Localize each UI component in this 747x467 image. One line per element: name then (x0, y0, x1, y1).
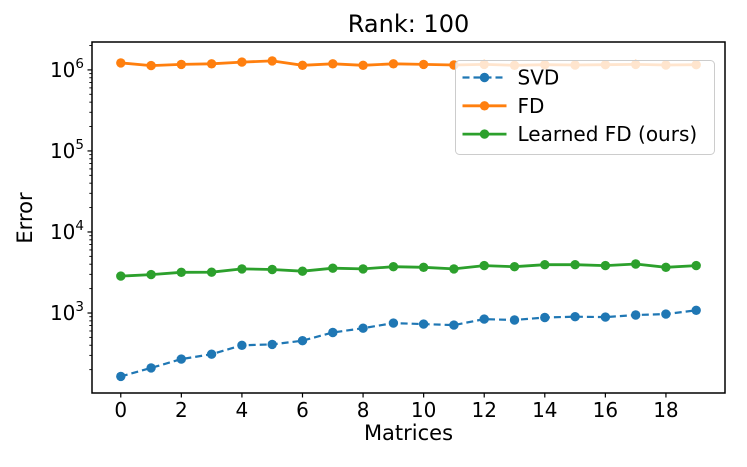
data-point (358, 60, 368, 70)
data-point (176, 267, 186, 277)
x-tick-label: 12 (471, 398, 496, 422)
x-tick-label: 16 (593, 398, 618, 422)
x-tick-label: 0 (114, 398, 127, 422)
data-point (631, 310, 641, 320)
data-point (116, 271, 126, 281)
data-point (479, 260, 489, 271)
legend-label: Learned FD (ours) (518, 122, 698, 146)
legend-marker (479, 72, 490, 83)
data-point (237, 264, 247, 274)
data-point (661, 262, 671, 272)
data-point (509, 315, 520, 325)
x-tick-label: 14 (532, 398, 557, 422)
data-point (418, 319, 429, 329)
data-point (297, 60, 308, 70)
data-point (146, 60, 156, 71)
y-tick-label: 105 (50, 137, 84, 163)
data-point (176, 59, 186, 70)
series-svd (116, 305, 701, 382)
data-point (297, 336, 308, 346)
x-axis-label: Matrices (363, 421, 454, 445)
x-tick-label: 4 (236, 398, 249, 422)
data-point (479, 314, 489, 324)
data-point (570, 260, 580, 270)
x-tick-label: 8 (357, 398, 370, 422)
data-point (267, 264, 277, 275)
chart-title: Rank: 100 (347, 10, 470, 38)
legend-label: FD (518, 94, 545, 118)
x-tick-label: 2 (175, 398, 188, 422)
legend-label: SVD (518, 66, 560, 90)
legend-marker (479, 129, 490, 139)
data-point (418, 59, 429, 70)
data-point (570, 312, 580, 322)
data-point (267, 56, 277, 66)
data-point (661, 309, 671, 319)
data-point (328, 263, 338, 273)
data-point (509, 262, 520, 272)
data-point (237, 57, 247, 67)
legend: SVD FD Learned FD (ours) (455, 60, 715, 155)
y-axis: 103 104 105 106 (50, 45, 92, 371)
data-point (176, 354, 186, 364)
data-point (206, 349, 217, 359)
x-tick-label: 6 (296, 398, 309, 422)
data-point (206, 59, 217, 69)
data-point (358, 264, 368, 274)
data-point (328, 59, 338, 69)
data-point (388, 318, 399, 328)
data-point (116, 371, 126, 382)
x-tick-label: 18 (653, 398, 678, 422)
data-point (297, 266, 308, 276)
data-point (267, 339, 277, 350)
data-point (600, 260, 611, 271)
data-point (358, 323, 368, 333)
data-point (388, 262, 399, 272)
data-point (237, 340, 247, 350)
data-point (449, 320, 459, 330)
series-learned-fd-ours (116, 259, 701, 281)
data-point (540, 312, 550, 323)
data-point (691, 305, 701, 315)
data-point (600, 312, 611, 322)
data-point (540, 260, 550, 270)
legend-marker (479, 101, 490, 111)
y-tick-label: 106 (50, 56, 84, 82)
legend-box (455, 60, 715, 155)
data-point (631, 259, 641, 269)
data-point (418, 262, 429, 272)
plot-border (91, 41, 726, 394)
data-point (388, 59, 399, 69)
data-point (116, 58, 126, 68)
data-point (449, 264, 459, 274)
data-point (146, 363, 156, 373)
data-point (328, 327, 338, 338)
data-point (146, 269, 156, 280)
x-tick-label: 10 (411, 398, 436, 422)
x-axis: 0 2 4 6 8 10 12 14 16 18 (114, 393, 679, 422)
data-point (691, 260, 701, 271)
data-point (206, 267, 217, 277)
y-tick-label: 103 (50, 299, 84, 325)
y-tick-label: 104 (50, 218, 84, 244)
